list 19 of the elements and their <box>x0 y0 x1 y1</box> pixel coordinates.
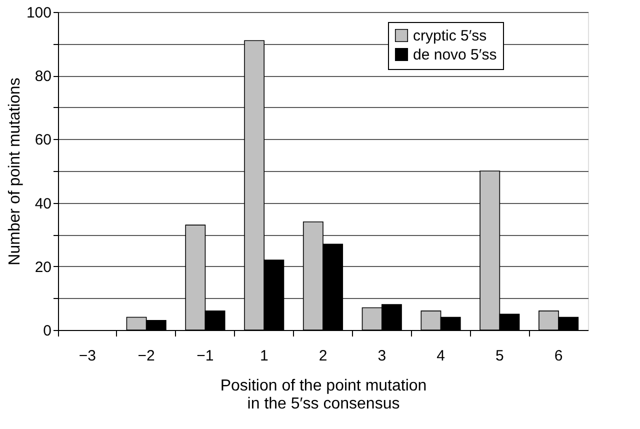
y-tick-label: 100 <box>26 4 52 22</box>
x-tick-label: 2 <box>318 348 328 364</box>
y-tick-label: 20 <box>34 258 52 276</box>
x-tick-label: 6 <box>554 348 563 364</box>
y-tick-label: 40 <box>34 195 52 212</box>
y-tick-label: 80 <box>34 68 52 86</box>
y-tick-label: 60 <box>34 132 52 149</box>
y-tick-label: 0 <box>43 322 52 340</box>
y-axis-title: Number of point mutations <box>6 78 24 266</box>
x-tick-label: 3 <box>378 348 386 364</box>
x-tick-label: −3 <box>78 348 96 364</box>
x-tick-label: −1 <box>196 348 214 364</box>
x-tick-label: −2 <box>138 348 155 364</box>
legend-label: cryptic 5′ss <box>413 28 487 44</box>
legend-label: de novo 5′ss <box>413 46 497 64</box>
x-tick-label: 4 <box>436 348 445 364</box>
x-tick-label: 1 <box>260 348 268 364</box>
x-axis-title: Position of the point mutation in the 5′ss consensus <box>220 378 427 412</box>
x-tick-label: 5 <box>495 348 504 364</box>
